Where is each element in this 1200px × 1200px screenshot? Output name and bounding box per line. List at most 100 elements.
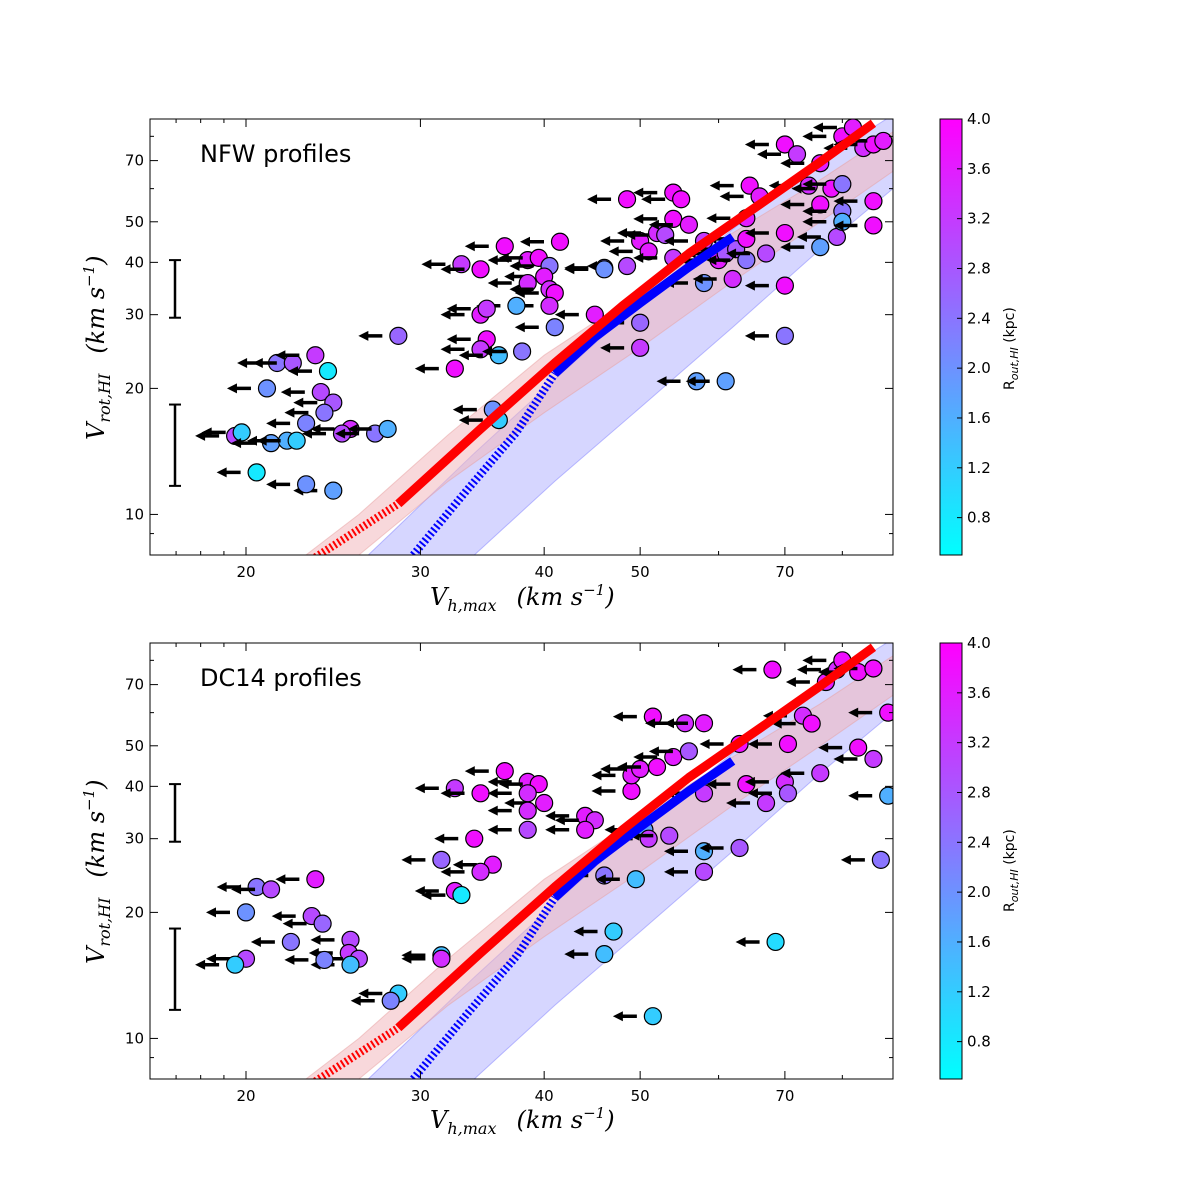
arrow-head-icon — [504, 271, 515, 282]
colorbar-tick-label: 1.6 — [967, 409, 991, 427]
data-point — [587, 190, 637, 209]
x-tick-label: 40 — [535, 1087, 554, 1105]
arrow-head-icon — [625, 229, 636, 240]
arrow-head-icon — [275, 874, 286, 885]
data-point — [726, 793, 776, 813]
arrow-head-icon — [287, 366, 298, 377]
arrow-head-icon — [780, 199, 791, 210]
data-point — [685, 372, 735, 391]
arrow-head-icon — [310, 934, 321, 945]
arrow-head-icon — [293, 397, 304, 408]
arrow-head-icon — [692, 274, 703, 285]
galaxy-marker — [315, 950, 334, 970]
data-point — [612, 1007, 662, 1026]
arrow-head-icon — [663, 846, 674, 857]
arrow-head-icon — [699, 738, 710, 749]
error-bar — [169, 403, 181, 487]
arrow-head-icon — [833, 220, 844, 231]
arrow-head-icon — [498, 779, 509, 790]
x-tick-label: 70 — [775, 1087, 794, 1105]
arrow-head-icon — [310, 423, 321, 434]
arrow-head-icon — [685, 376, 696, 387]
red-scatter-band — [305, 655, 893, 1079]
galaxy-marker — [811, 764, 830, 783]
arrow-head-icon — [802, 655, 813, 666]
data-point — [519, 232, 570, 251]
arrow-head-icon — [732, 664, 743, 675]
galaxy-marker — [723, 269, 742, 289]
data-point — [833, 749, 883, 769]
galaxy-marker — [631, 759, 650, 779]
colorbar-tick-label: 3.6 — [967, 160, 991, 178]
dc14-colorbar: 0.8 1.2 1.6 2.0 2.4 2.8 3.2 3.6 4.0 — [939, 634, 991, 1080]
arrow-head-icon — [266, 479, 277, 490]
arrow-head-icon — [791, 183, 802, 194]
arrow-head-icon — [633, 752, 644, 763]
data-point — [833, 216, 883, 235]
galaxy-marker — [756, 244, 776, 263]
data-point — [275, 346, 325, 365]
data-point — [464, 237, 514, 256]
arrow-head-icon — [645, 718, 656, 729]
arrow-head-icon — [656, 376, 667, 387]
galaxy-marker — [802, 714, 821, 733]
galaxy-marker — [864, 192, 883, 211]
galaxy-marker — [585, 305, 604, 324]
arrow-head-icon — [545, 810, 556, 821]
data-point — [600, 338, 650, 357]
arrow-head-icon — [308, 947, 319, 958]
data-point — [201, 423, 251, 442]
data-point — [347, 419, 397, 439]
arrow-head-icon — [504, 798, 515, 809]
nfw-colorbar-label: Rout,HI (kpc) — [1002, 307, 1021, 390]
data-point — [564, 945, 614, 964]
galaxy-marker — [604, 922, 623, 941]
arrow-head-icon — [458, 350, 469, 361]
data-point — [487, 273, 537, 293]
data-point — [617, 757, 667, 777]
data-point — [848, 703, 893, 722]
arrow-head-icon — [350, 995, 361, 1006]
arrow-head-icon — [744, 280, 755, 291]
galaxy-marker — [232, 423, 251, 442]
red-relation-extrapolated — [313, 1024, 401, 1079]
arrow-head-icon — [706, 255, 717, 266]
galaxy-marker — [477, 299, 496, 318]
arrow-head-icon — [744, 776, 755, 787]
data-point — [401, 850, 451, 869]
data-point — [595, 870, 645, 889]
data-point — [514, 318, 564, 337]
arrow-head-icon — [401, 854, 412, 865]
arrow-head-icon — [335, 428, 346, 439]
galaxy-marker — [694, 842, 714, 861]
arrow-head-icon — [744, 330, 755, 341]
colorbar-tick-label: 0.8 — [967, 1033, 991, 1051]
galaxy-marker — [694, 714, 714, 733]
galaxy-marker — [622, 781, 641, 801]
error-bar — [169, 927, 181, 1011]
arrow-head-icon — [719, 191, 730, 202]
arrow-head-icon — [545, 824, 556, 835]
arrow-head-icon — [440, 788, 451, 799]
arrow-head-icon — [554, 815, 565, 826]
galaxy-marker — [432, 949, 451, 968]
arrow-head-icon — [587, 194, 598, 205]
arrow-head-icon — [818, 742, 829, 753]
galaxy-marker — [432, 850, 451, 869]
x-tick-label: 70 — [775, 563, 794, 581]
galaxy-marker — [540, 296, 559, 315]
galaxy-marker — [257, 379, 277, 398]
red-relation-line — [395, 119, 877, 508]
y-tick-label: 70 — [125, 676, 144, 694]
arrow-head-icon — [440, 866, 451, 877]
arrow-head-icon — [612, 1011, 623, 1022]
y-tick-label: 10 — [125, 1029, 144, 1047]
data-point — [663, 714, 714, 733]
galaxy-marker — [849, 738, 868, 757]
arrow-head-icon — [414, 885, 425, 896]
arrow-head-icon — [446, 303, 457, 314]
galaxy-marker — [827, 227, 847, 247]
arrow-head-icon — [617, 761, 628, 772]
galaxy-marker — [512, 342, 532, 361]
arrow-head-icon — [514, 322, 525, 333]
